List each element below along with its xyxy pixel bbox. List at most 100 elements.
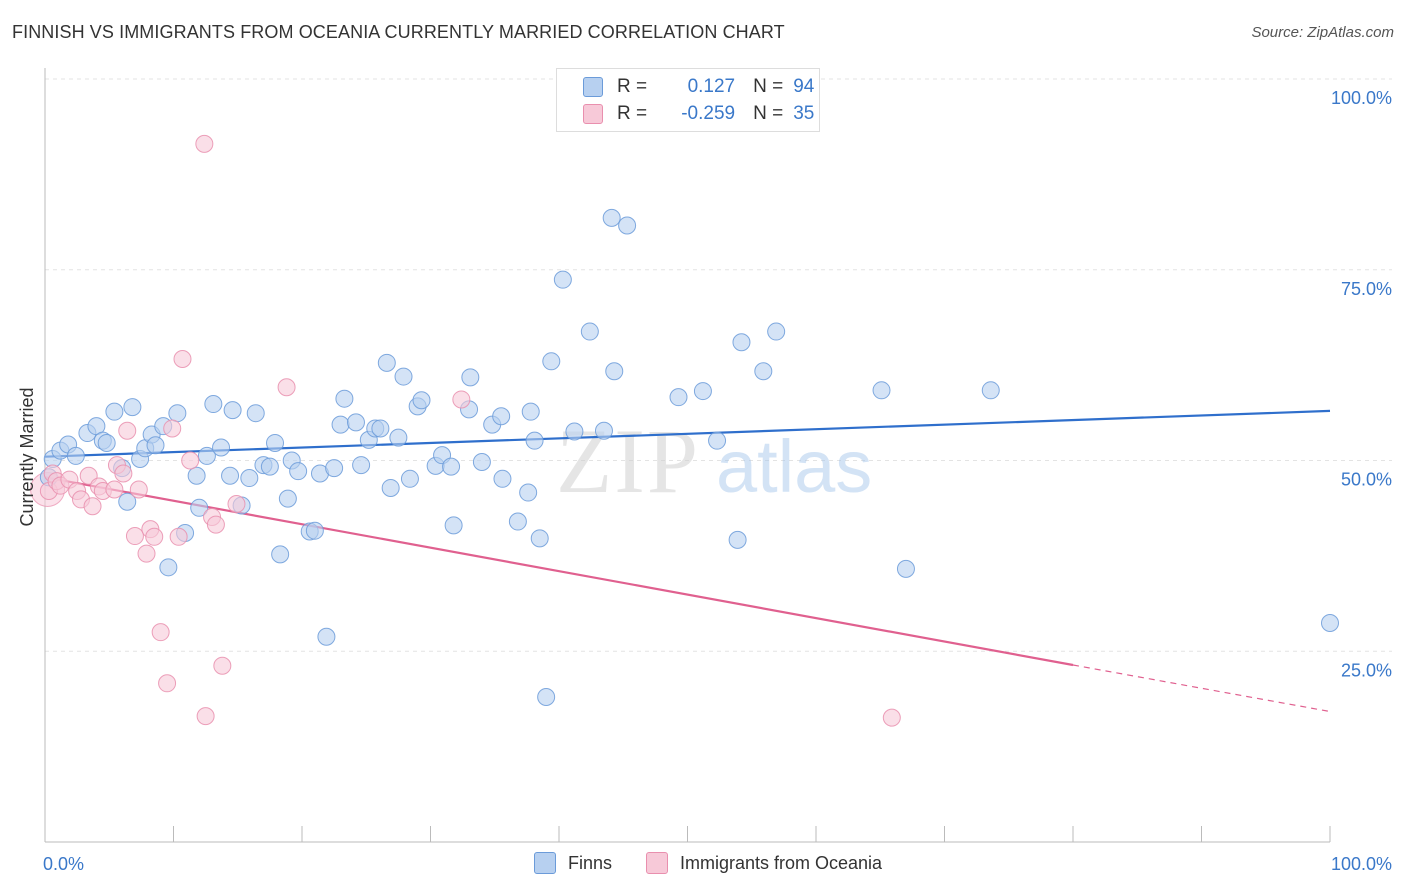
source-label: Source: ZipAtlas.com <box>1251 24 1394 41</box>
oceania-point <box>83 497 102 516</box>
finns-point <box>565 422 584 441</box>
trend-lines <box>44 409 1331 713</box>
finns-point <box>146 436 165 455</box>
finns-point <box>377 353 396 372</box>
finns-point <box>278 489 297 508</box>
oceania-point <box>151 623 170 642</box>
finns-point <box>289 462 308 481</box>
finns-point <box>537 688 556 707</box>
finns-point <box>97 433 116 452</box>
r-label: R = <box>617 103 648 124</box>
finns-point <box>260 457 279 476</box>
oceania-point <box>118 421 137 440</box>
finns-point <box>212 438 231 457</box>
finns-point <box>519 483 538 502</box>
oceania-point <box>206 515 225 534</box>
oceania-swatch <box>583 104 603 124</box>
finns-point <box>525 431 544 450</box>
finns-point <box>240 469 259 488</box>
oceania-point <box>163 419 182 438</box>
oceania-swatch <box>646 852 668 874</box>
finns-point <box>412 391 431 410</box>
finns-point <box>872 381 891 400</box>
finns-point <box>708 431 727 450</box>
finns-point <box>754 362 773 381</box>
finns-point <box>669 388 688 407</box>
legend-label: Immigrants from Oceania <box>680 852 883 873</box>
finns-point <box>542 352 561 371</box>
r-label: R = <box>617 76 648 97</box>
oceania-point <box>158 674 177 693</box>
correlation-legend: R = 0.127 N = 94 R = -0.259 N = 35 <box>556 68 820 132</box>
legend-item-finns[interactable]: Finns <box>534 852 612 874</box>
oceania-point <box>196 707 215 726</box>
finns-point <box>732 333 751 352</box>
finns-point <box>472 453 491 472</box>
y-tick-label: 50.0% <box>1341 470 1392 490</box>
oceania-point <box>129 480 148 499</box>
finns-point <box>618 216 637 235</box>
finns-point <box>594 421 613 440</box>
finns-point <box>767 322 786 341</box>
n-value: 35 <box>793 103 815 124</box>
finns-point <box>317 627 336 646</box>
finns-point <box>159 558 178 577</box>
finns-point <box>442 457 461 476</box>
legend-row-finns: R = 0.127 N = 94 <box>583 75 814 99</box>
finns-point <box>1321 614 1339 633</box>
finns-swatch <box>583 77 603 97</box>
oceania-point <box>181 451 200 470</box>
finns-point <box>105 402 124 421</box>
oceania-point <box>105 480 124 499</box>
x-tick-label: 100.0% <box>1331 854 1392 874</box>
y-tick-label: 75.0% <box>1341 279 1392 299</box>
finns-point <box>602 208 621 227</box>
finns-point <box>394 367 413 386</box>
oceania-point <box>213 656 232 675</box>
finns-point <box>371 419 390 438</box>
oceania-point <box>195 134 214 153</box>
finns-point <box>168 404 187 423</box>
oceania-point <box>227 494 246 513</box>
oceania-point <box>125 527 144 546</box>
finns-point <box>605 362 624 381</box>
finns-point <box>190 498 209 517</box>
finns-point <box>389 428 408 447</box>
finns-point <box>266 433 285 452</box>
finns-point <box>444 516 463 535</box>
legend-label: Finns <box>568 852 613 873</box>
finns-point <box>335 389 354 408</box>
finns-point <box>693 382 712 401</box>
chart-title: FINNISH VS IMMIGRANTS FROM OCEANIA CURRE… <box>12 22 785 42</box>
finns-point <box>553 270 572 289</box>
finns-point <box>530 529 549 548</box>
finns-point <box>187 466 206 485</box>
finns-point <box>305 521 324 540</box>
oceania-point <box>173 350 192 369</box>
y-tick-label: 100.0% <box>1331 88 1392 108</box>
finns-point <box>896 559 915 578</box>
finns-point <box>352 456 371 475</box>
legend-item-oceania[interactable]: Immigrants from Oceania <box>646 852 882 874</box>
oceania-point <box>452 390 471 409</box>
finns-point <box>223 401 242 420</box>
oceania-point <box>277 378 296 397</box>
finns-point <box>461 368 480 387</box>
finns-point <box>331 415 350 434</box>
legend-row-oceania: R = -0.259 N = 35 <box>583 102 814 126</box>
finns-point <box>271 545 290 564</box>
oceania-trend-extension <box>1072 664 1331 713</box>
r-value: -0.259 <box>681 103 736 124</box>
finns-point <box>197 446 216 465</box>
finns-point <box>508 512 527 531</box>
r-value: 0.127 <box>687 76 736 97</box>
n-label: N = <box>753 103 784 124</box>
tick-labels: 25.0% 50.0% 75.0% 100.0% 0.0% 100.0% <box>43 88 1392 874</box>
n-value: 94 <box>793 76 815 97</box>
finns-point <box>493 469 512 488</box>
finns-swatch <box>534 852 556 874</box>
x-tick-label: 0.0% <box>43 854 84 874</box>
finns-point <box>123 398 142 417</box>
oceania-point <box>169 527 188 546</box>
